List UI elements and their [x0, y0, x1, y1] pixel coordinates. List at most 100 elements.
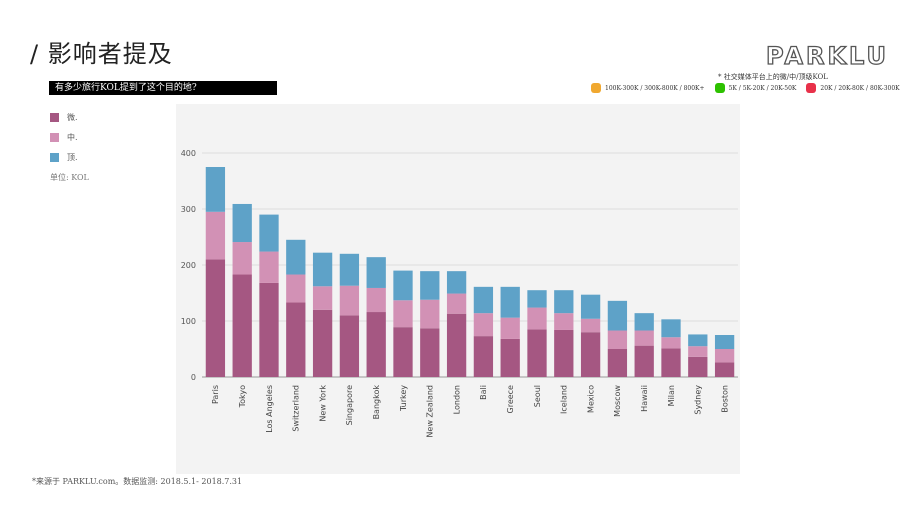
x-tick-label-tokyo: Tokyo: [238, 385, 247, 409]
legend-swatch-top: [50, 153, 59, 162]
legend-swatch-mid: [50, 133, 59, 142]
x-tick-label-los-angeles: Los Angeles: [265, 385, 274, 433]
bar-london-series-2: [446, 271, 467, 294]
bar-seoul-series-0: [527, 329, 547, 377]
x-tick-label-paris: Paris: [211, 385, 220, 404]
x-tick-label-new-york: New York: [318, 385, 327, 422]
bar-bangkok-series-1: [366, 287, 386, 313]
bar-milan-series-2: [661, 319, 681, 338]
bar-singapore-series-0: [339, 315, 360, 377]
bar-paris-series-1: [205, 211, 226, 260]
bar-moscow-series-1: [607, 330, 628, 349]
bar-singapore-series-1: [339, 285, 360, 316]
x-tick-label-singapore: Singapore: [345, 385, 354, 425]
x-tick-label-turkey: Turkey: [399, 385, 408, 412]
bar-paris-series-2: [205, 167, 226, 212]
bar-moscow-series-0: [607, 349, 628, 377]
bar-milan-series-0: [661, 348, 681, 377]
bar-hawaii-series-0: [634, 345, 654, 377]
bar-new-york-series-2: [312, 252, 333, 287]
bar-boston-series-0: [714, 362, 735, 377]
parklu-logo: PARKLU: [765, 41, 889, 70]
bar-bangkok-series-2: [366, 257, 386, 288]
chart-legend: 微. 中. 顶.: [50, 112, 78, 172]
bar-turkey-series-2: [393, 270, 413, 301]
platform-xiaohongshu: 20K / 20K-80K / 80K-300K: [806, 83, 900, 93]
bar-singapore-series-2: [339, 253, 360, 286]
y-tick-label-200: 200: [181, 261, 196, 270]
bar-sydney-series-0: [688, 356, 708, 377]
bar-new-york-series-0: [312, 309, 333, 377]
platform-wechat: 5K / 5K-20K / 20K-50K: [714, 83, 797, 93]
wechat-icon: [714, 83, 725, 93]
x-tick-label-hawaii: Hawaii: [640, 385, 649, 412]
bar-tokyo-series-2: [232, 203, 252, 243]
bar-greece-series-2: [500, 286, 520, 318]
legend-label-micro: 微.: [67, 113, 78, 122]
bar-bali-series-1: [473, 313, 494, 337]
bar-los-angeles-series-2: [259, 214, 279, 252]
bar-greece-series-1: [500, 317, 520, 339]
bar-moscow-series-2: [607, 300, 628, 331]
x-tick-label-bangkok: Bangkok: [372, 385, 381, 420]
legend-swatch-micro: [50, 113, 59, 122]
bar-sydney-series-2: [688, 334, 708, 347]
bar-switzerland-series-2: [286, 239, 306, 275]
bar-mexico-series-2: [580, 294, 601, 319]
page-title: / 影响者提及: [30, 40, 173, 68]
chart-panel: 0 100 200 300 400 Paris Tokyo Los Angeles Switze…: [176, 104, 740, 474]
legend-label-top: 顶.: [67, 153, 78, 162]
bar-sydney-series-1: [688, 346, 708, 357]
bar-hawaii-series-2: [634, 313, 654, 331]
platform-weibo-tiers: 100K-300K / 300K-800K / 800K+: [605, 84, 705, 92]
platform-note: * 社交媒体平台上的微/中/顶级KOL: [718, 73, 828, 81]
x-tick-label-iceland: Iceland: [560, 385, 569, 414]
bar-iceland-series-2: [554, 290, 574, 314]
source-footnote: *来源于 PARKLU.com。数据监测: 2018.5.1- 2018.7.3…: [32, 477, 243, 486]
bar-new-zealand-series-2: [420, 271, 440, 300]
bar-boston-series-2: [714, 335, 735, 349]
legend-label-mid: 中.: [67, 133, 78, 142]
bar-paris-series-0: [205, 259, 226, 377]
x-tick-label-new-zealand: New Zealand: [426, 385, 435, 438]
bar-los-angeles-series-1: [259, 251, 279, 283]
stacked-bar-chart: 0 100 200 300 400 Paris Tokyo Los Angeles Switze…: [181, 149, 738, 438]
bar-iceland-series-0: [554, 329, 574, 377]
bar-bangkok-series-0: [366, 312, 386, 377]
y-tick-label-400: 400: [181, 149, 196, 158]
bar-tokyo-series-0: [232, 274, 252, 377]
bar-iceland-series-1: [554, 313, 574, 330]
platform-wechat-tiers: 5K / 5K-20K / 20K-50K: [728, 84, 797, 92]
weibo-icon: [591, 83, 601, 93]
xiaohongshu-icon: [806, 83, 817, 93]
bar-mexico-series-0: [580, 332, 601, 377]
bar-bali-series-0: [473, 336, 494, 377]
bar-hawaii-series-1: [634, 330, 654, 346]
unit-label: 单位: KOL: [50, 173, 89, 182]
bar-milan-series-1: [661, 337, 681, 349]
bar-boston-series-1: [714, 349, 735, 363]
bar-new-zealand-series-1: [420, 299, 440, 329]
bar-switzerland-series-1: [286, 274, 306, 303]
x-tick-label-switzerland: Switzerland: [292, 385, 301, 432]
x-tick-label-moscow: Moscow: [613, 385, 622, 417]
legend-item-mid: 中.: [50, 132, 78, 143]
y-tick-label-300: 300: [181, 205, 196, 214]
bar-turkey-series-1: [393, 300, 413, 328]
x-tick-label-london: London: [452, 385, 461, 414]
bar-bali-series-2: [473, 286, 494, 314]
bar-seoul-series-2: [527, 290, 547, 308]
bar-greece-series-0: [500, 338, 520, 377]
bar-london-series-1: [446, 293, 467, 314]
bar-turkey-series-0: [393, 327, 413, 377]
legend-item-micro: 微.: [50, 112, 78, 123]
bar-mexico-series-1: [580, 318, 601, 333]
bar-london-series-0: [446, 313, 467, 377]
question-banner: 有多少旅行KOL提到了这个目的地?: [49, 81, 277, 95]
x-tick-label-sydney: Sydney: [694, 385, 703, 415]
x-tick-label-bali: Bali: [479, 385, 488, 400]
bar-new-zealand-series-0: [420, 328, 440, 377]
bar-seoul-series-1: [527, 307, 547, 330]
x-tick-label-mexico: Mexico: [586, 385, 595, 413]
platform-weibo: 100K-300K / 300K-800K / 800K+: [591, 83, 705, 93]
